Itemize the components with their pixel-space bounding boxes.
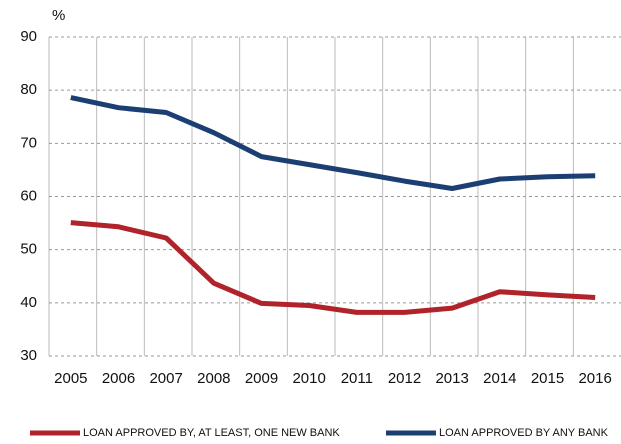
legend-label: LOAN APPROVED BY, AT LEAST, ONE NEW BANK: [83, 427, 340, 439]
y-tick-label: 30: [20, 347, 37, 364]
y-axis-label: %: [52, 7, 65, 24]
x-tick-label: 2006: [102, 370, 135, 387]
x-tick-label: 2009: [245, 370, 278, 387]
line-series: [70, 95, 596, 191]
x-tick-label: 2005: [54, 370, 87, 387]
x-tick-label: 2010: [292, 370, 325, 387]
x-tick-label: 2007: [149, 370, 182, 387]
x-tick-label: 2016: [578, 370, 611, 387]
legend-label: LOAN APPROVED BY ANY BANK: [439, 427, 609, 439]
x-tick-label: 2014: [483, 370, 516, 387]
x-tick-label: 2013: [435, 370, 468, 387]
y-tick-label: 90: [20, 28, 37, 45]
y-tick-label: 80: [20, 81, 37, 98]
x-tick-label: 2012: [388, 370, 421, 387]
y-tick-label: 60: [20, 187, 37, 204]
x-tick-label: 2015: [531, 370, 564, 387]
y-tick-label: 40: [20, 294, 37, 311]
line-series: [70, 220, 596, 315]
y-tick-label: 70: [20, 134, 37, 151]
x-tick-label: 2008: [197, 370, 230, 387]
y-tick-label: 50: [20, 241, 37, 258]
x-tick-label: 2011: [341, 370, 373, 387]
